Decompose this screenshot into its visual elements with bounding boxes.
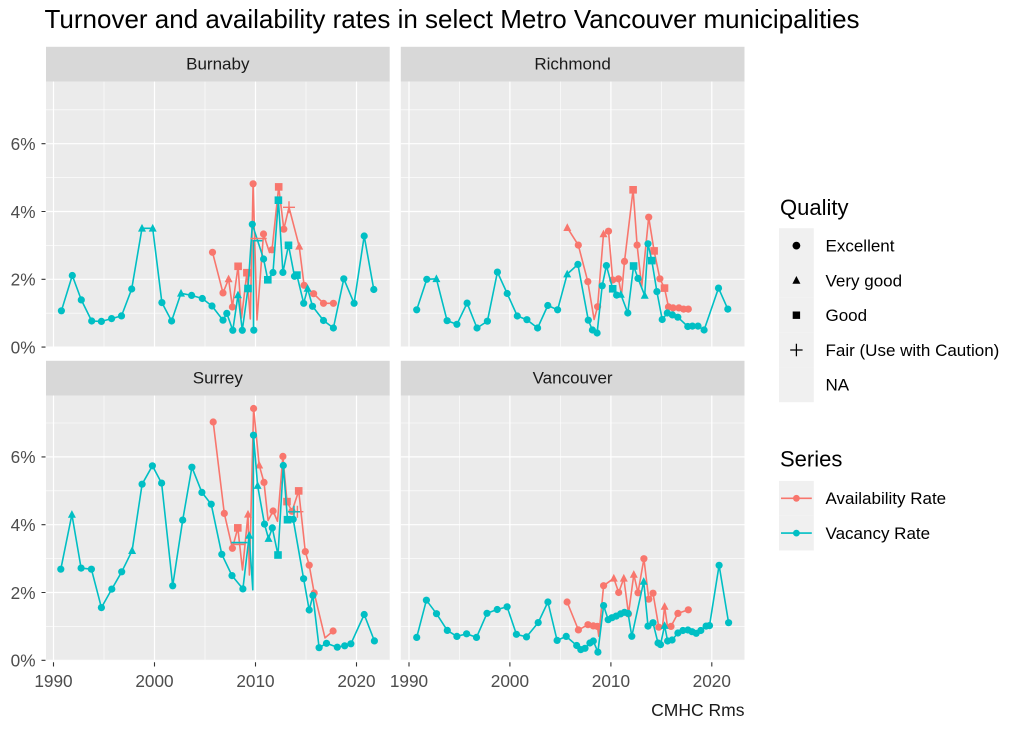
svg-text:Richmond: Richmond	[534, 55, 611, 74]
svg-text:Vancouver: Vancouver	[533, 369, 613, 388]
svg-text:4%: 4%	[11, 515, 36, 535]
svg-text:Quality: Quality	[780, 195, 848, 220]
svg-text:Turnover and availability rate: Turnover and availability rates in selec…	[45, 4, 860, 34]
svg-text:Vacancy Rate: Vacancy Rate	[826, 524, 931, 543]
svg-text:2000: 2000	[135, 671, 173, 691]
svg-text:2%: 2%	[11, 270, 36, 290]
svg-text:1990: 1990	[390, 671, 428, 691]
svg-text:2010: 2010	[592, 671, 630, 691]
svg-text:CMHC Rms: CMHC Rms	[651, 700, 745, 720]
svg-text:Availability Rate: Availability Rate	[826, 489, 947, 508]
svg-text:Burnaby: Burnaby	[186, 55, 250, 74]
svg-text:Very good: Very good	[826, 271, 903, 290]
svg-text:Excellent: Excellent	[826, 237, 895, 256]
svg-text:6%: 6%	[11, 134, 36, 154]
svg-text:Good: Good	[826, 306, 868, 325]
svg-text:0%: 0%	[11, 337, 36, 357]
svg-text:Surrey: Surrey	[193, 369, 244, 388]
svg-text:2020: 2020	[337, 671, 375, 691]
svg-text:2%: 2%	[11, 583, 36, 603]
svg-text:NA: NA	[826, 376, 850, 395]
svg-text:2000: 2000	[491, 671, 529, 691]
svg-text:2010: 2010	[236, 671, 274, 691]
svg-text:0%: 0%	[11, 651, 36, 671]
svg-text:Fair (Use with Caution): Fair (Use with Caution)	[826, 341, 1000, 360]
svg-text:2020: 2020	[693, 671, 731, 691]
svg-text:6%: 6%	[11, 447, 36, 467]
svg-text:Series: Series	[780, 447, 842, 472]
svg-text:1990: 1990	[34, 671, 72, 691]
svg-text:4%: 4%	[11, 202, 36, 222]
